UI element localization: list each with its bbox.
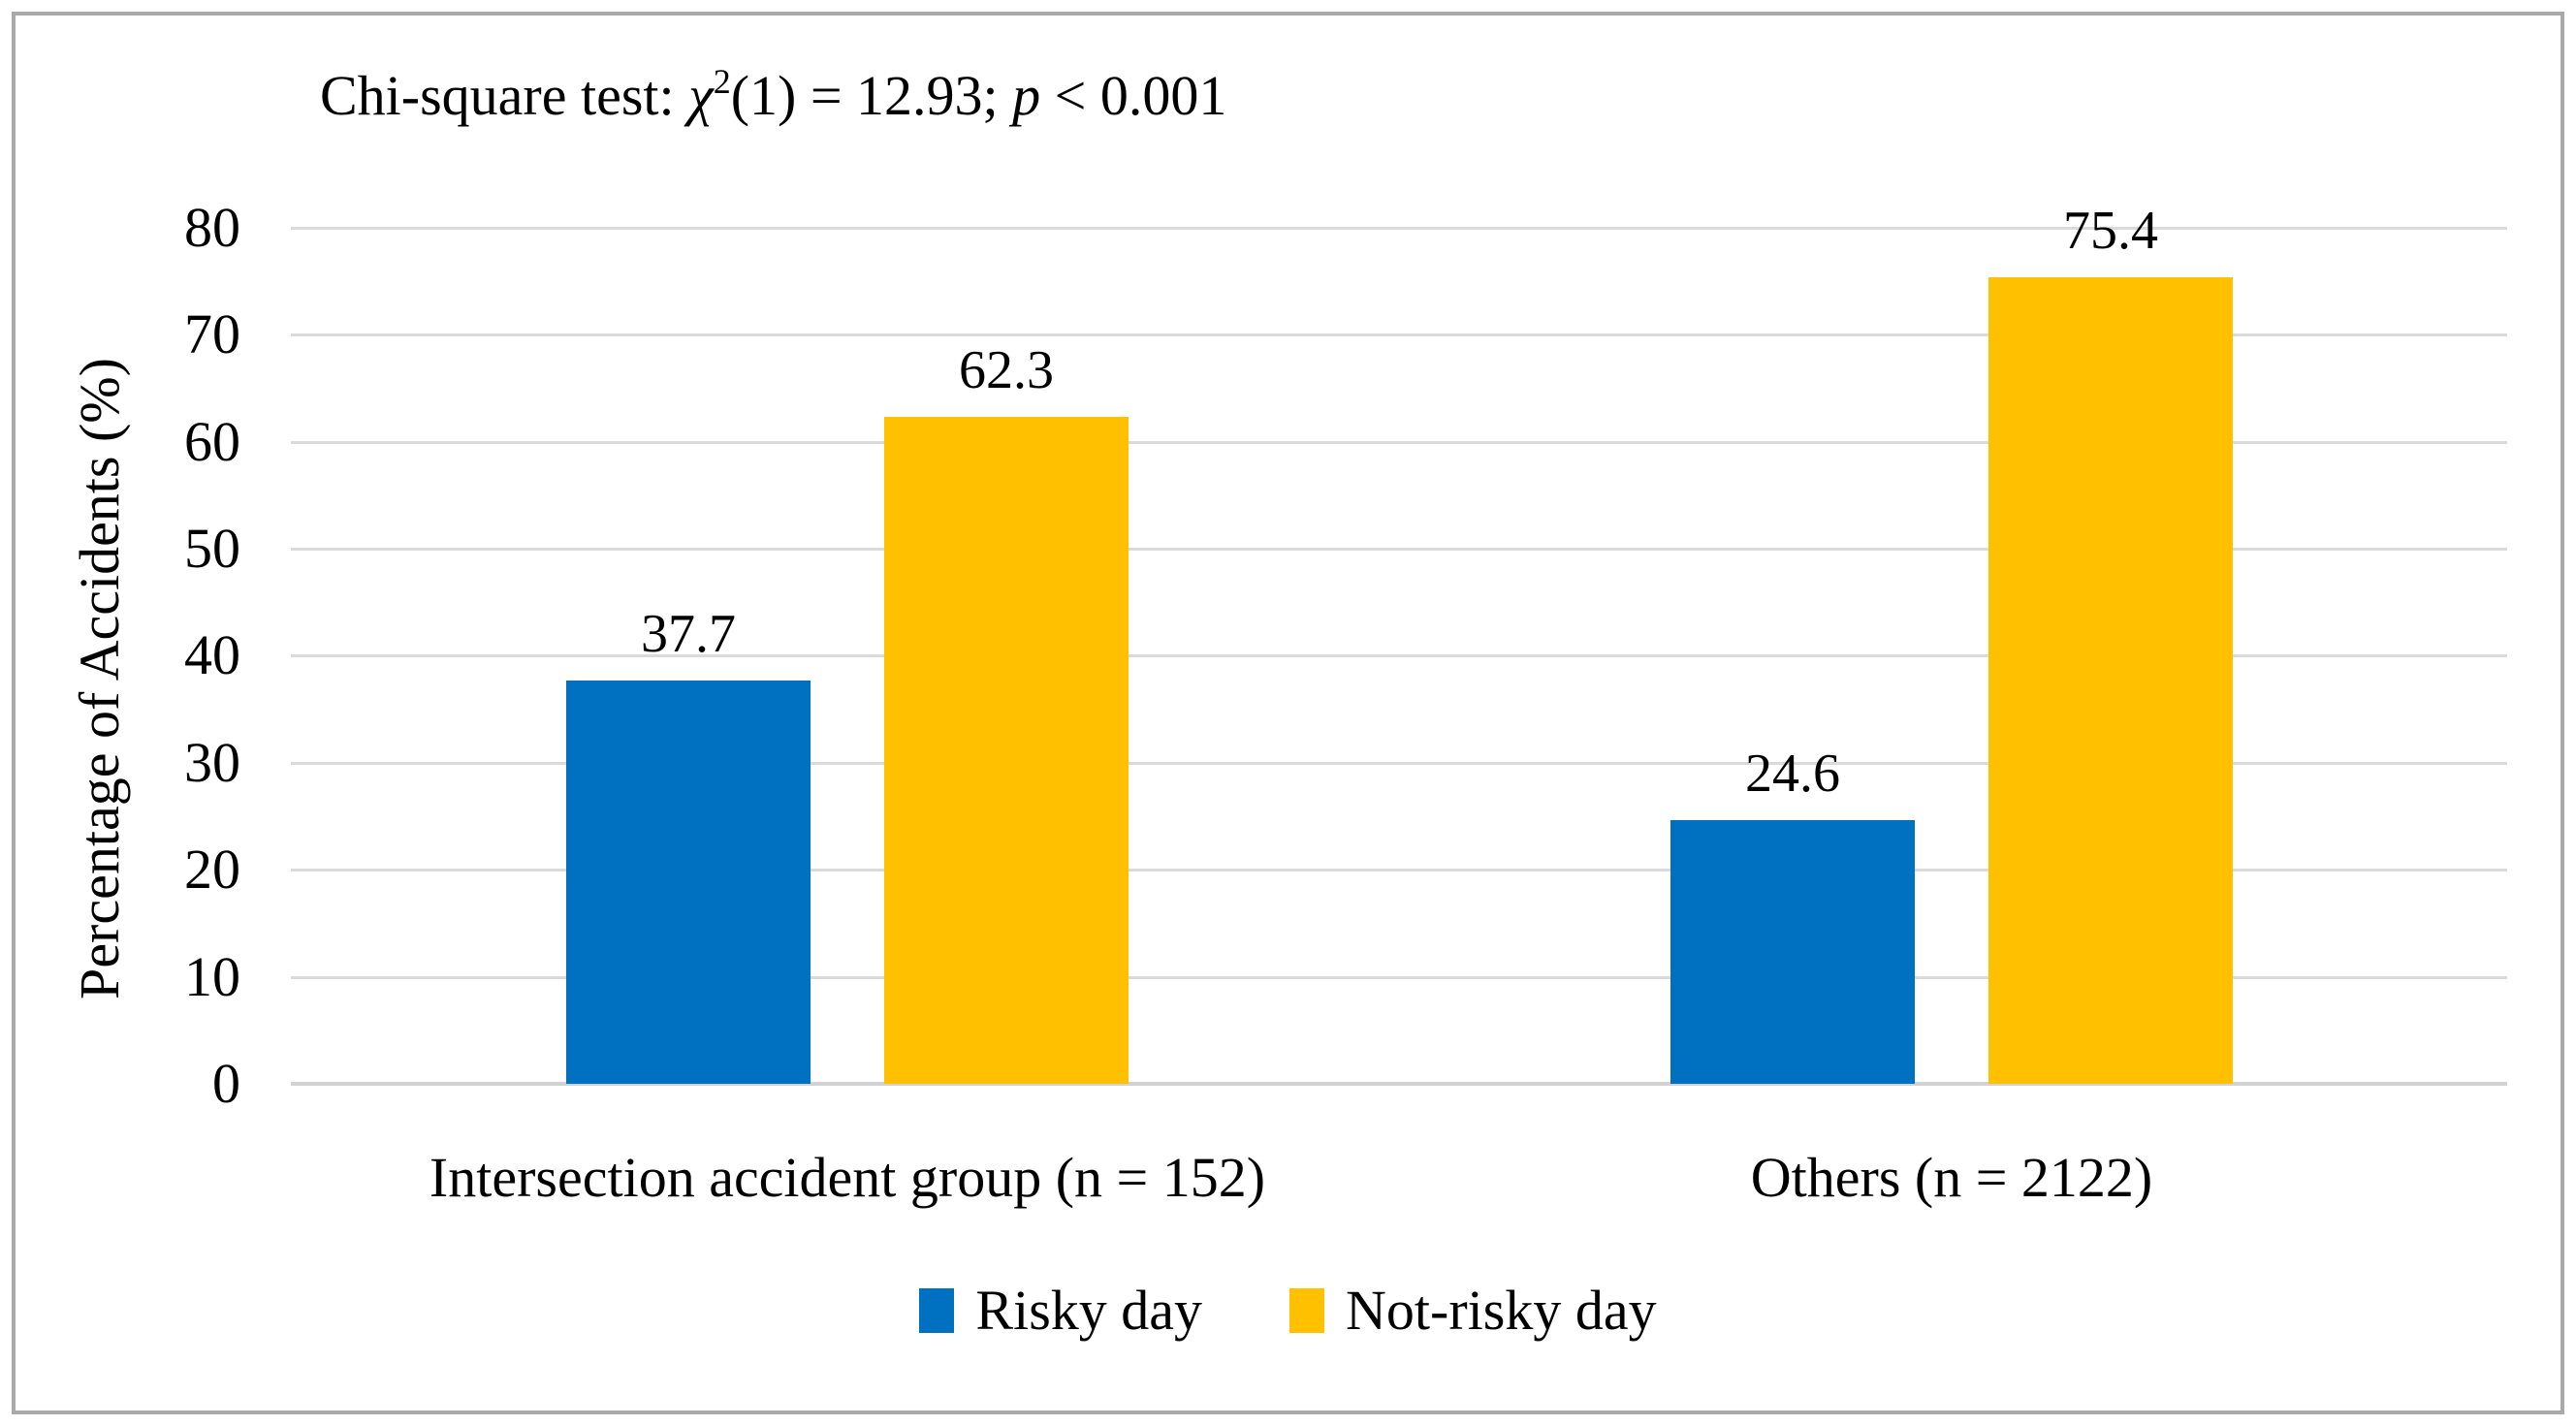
gridline — [291, 869, 2507, 872]
y-tick-label: 40 — [184, 623, 240, 687]
gridline — [291, 226, 2507, 230]
x-axis-line — [291, 1082, 2507, 1086]
y-tick-label: 50 — [184, 517, 240, 580]
bar-value-label: 75.4 — [2063, 200, 2158, 261]
bar-value-label: 24.6 — [1745, 744, 1840, 805]
legend-item-not-risky-day: Not-risky day — [1289, 1276, 1657, 1346]
y-tick-label: 30 — [184, 730, 240, 794]
chart-title-prefix: Chi-square test: — [320, 64, 689, 127]
legend-item-risky-day: Risky day — [919, 1276, 1202, 1346]
bar-value-label: 37.7 — [641, 603, 736, 664]
bar-not-risky-group1 — [884, 417, 1129, 1084]
y-tick-label: 80 — [184, 195, 240, 259]
bar-risky-group2 — [1670, 820, 1915, 1084]
y-tick-label: 10 — [184, 944, 240, 1008]
legend-label: Risky day — [975, 1279, 1203, 1342]
legend-swatch-icon — [919, 1288, 955, 1333]
chart-title-mid: (1) = 12.93; — [730, 64, 1013, 127]
x-category-label: Others (n = 2122) — [1750, 1146, 2153, 1209]
gridline — [291, 654, 2507, 658]
y-tick-label: 70 — [184, 302, 240, 366]
gridline — [291, 333, 2507, 337]
bar-not-risky-group2 — [1988, 276, 2233, 1084]
chi-superscript: 2 — [713, 62, 731, 101]
y-tick-label: 60 — [184, 409, 240, 473]
legend-swatch-icon — [1289, 1288, 1325, 1333]
x-category-label: Intersection accident group (n = 152) — [429, 1146, 1266, 1209]
legend: Risky day Not-risky day — [0, 1276, 2576, 1346]
legend-label: Not-risky day — [1346, 1279, 1657, 1342]
gridline — [291, 761, 2507, 765]
y-tick-label: 20 — [184, 838, 240, 902]
y-tick-label: 0 — [212, 1052, 240, 1115]
chart-title-suffix: < 0.001 — [1040, 64, 1227, 127]
bar-value-label: 62.3 — [959, 340, 1054, 401]
bar-risky-group1 — [566, 680, 811, 1084]
chi-symbol: χ — [688, 64, 714, 127]
gridline — [291, 548, 2507, 551]
gridline — [291, 440, 2507, 444]
p-symbol: p — [1012, 64, 1041, 127]
gridline — [291, 975, 2507, 979]
chart-title: Chi-square test: χ2(1) = 12.93; p < 0.00… — [320, 60, 1226, 132]
